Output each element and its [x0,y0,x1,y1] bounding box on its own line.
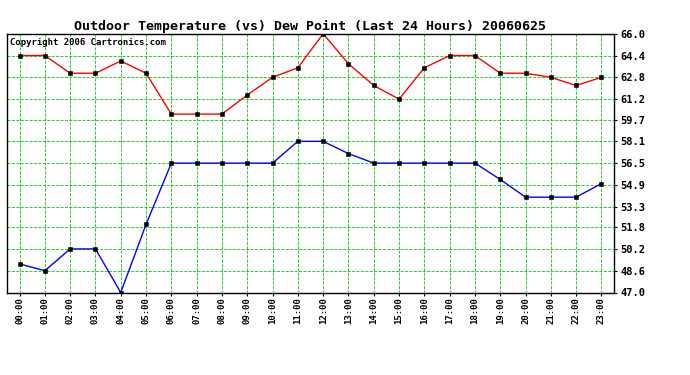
Text: Copyright 2006 Cartronics.com: Copyright 2006 Cartronics.com [10,38,166,46]
Title: Outdoor Temperature (vs) Dew Point (Last 24 Hours) 20060625: Outdoor Temperature (vs) Dew Point (Last… [75,20,546,33]
